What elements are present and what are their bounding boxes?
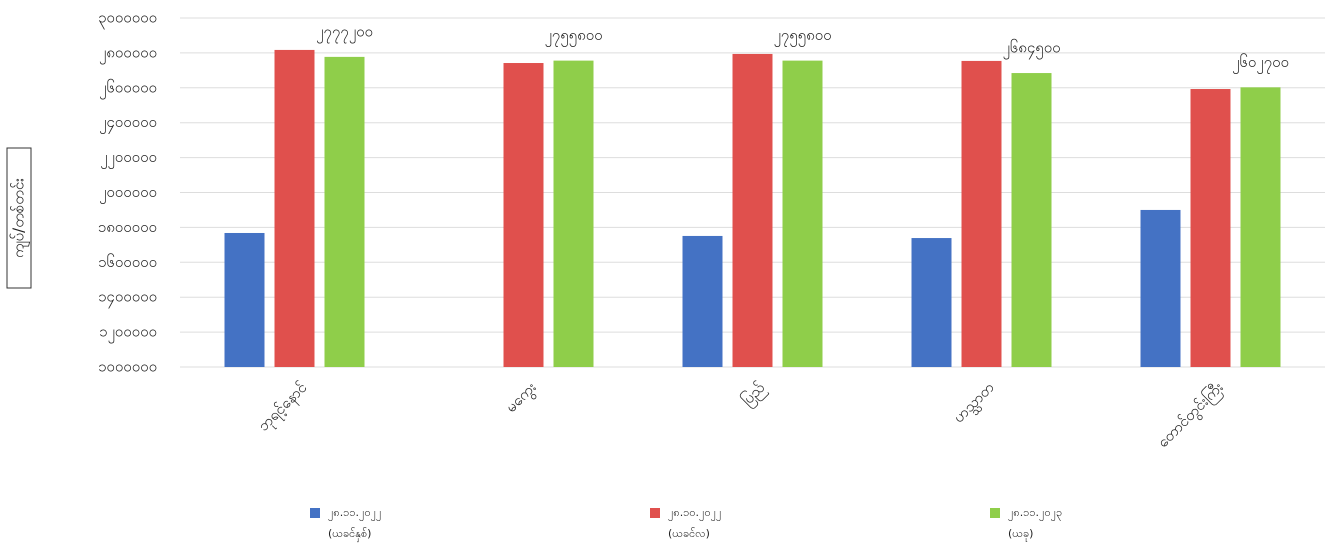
- legend-label: ၂၈.၁၁.၂၀၂၃: [1008, 506, 1062, 521]
- bar: [961, 60, 1002, 367]
- data-label: ၂၆၈၄၅၀၀: [1002, 39, 1060, 60]
- bar: [1011, 73, 1052, 367]
- x-tick-label: တောင်တွင်းကြီး: [1153, 377, 1229, 453]
- bar: [782, 60, 823, 367]
- legend-swatch: [990, 508, 1000, 518]
- data-label: ၂၇၅၅၈၀၀: [544, 26, 602, 47]
- x-tick-label: ပြည်: [737, 378, 771, 412]
- bar: [1190, 89, 1231, 368]
- bar: [1140, 209, 1181, 367]
- legend-swatch: [650, 508, 660, 518]
- data-label: ၂၇၅၅၈၀၀: [773, 26, 831, 47]
- y-tick-label: ၃၀၀၀၀၀၀: [98, 9, 157, 30]
- y-axis-label: ကျပ်/တစ်တင်း: [10, 178, 31, 258]
- bar: [911, 238, 952, 367]
- bar: [274, 49, 315, 367]
- legend-period: (ယခင်နှစ်): [328, 527, 371, 542]
- bar: [732, 53, 773, 368]
- legend-period: (ယခု): [1008, 527, 1033, 542]
- bar: [682, 235, 723, 367]
- y-tick-label: ၂၂၀၀၀၀၀: [100, 148, 157, 169]
- y-tick-label: ၁၆၀၀၀၀၀: [98, 253, 157, 271]
- x-tick-label: ဘုရင့်နောင်: [254, 378, 313, 437]
- y-tick-label: ၂၈၀၀၀၀၀: [99, 43, 157, 64]
- y-label-box: [6, 147, 32, 289]
- y-tick-label: ၁၂၀၀၀၀၀: [99, 323, 157, 344]
- legend-label: ၂၈.၁၀.၂၀၂၂: [668, 506, 721, 521]
- y-tick-label: ၁၄၀၀၀၀၀: [98, 288, 157, 309]
- x-tick-label: ဟသ္သာတ: [949, 378, 999, 428]
- y-tick-label: ၁၀၀၀၀၀၀: [98, 358, 157, 376]
- x-tick-label: မကွေး: [502, 378, 542, 418]
- bar: [1240, 87, 1281, 367]
- bar: [553, 60, 594, 367]
- legend-swatch: [310, 508, 320, 518]
- bar: [224, 232, 265, 367]
- legend-label: ၂၈.၁၁.၂၀၂၂: [328, 506, 381, 521]
- y-tick-label: ၂၄၀၀၀၀၀: [99, 113, 157, 134]
- y-tick-label: ၂၀၀၀၀၀၀: [99, 183, 157, 204]
- bar: [324, 56, 365, 367]
- data-label: ၂၇၇၇၂၀၀: [316, 22, 373, 43]
- data-label: ၂၆၀၂၇၀၀: [1232, 53, 1289, 74]
- bar: [503, 63, 544, 368]
- y-tick-label: ၂၆၀၀၀၀၀: [99, 78, 157, 99]
- legend-period: (ယခင်လ): [668, 527, 710, 540]
- y-tick-label: ၁၈၀၀၀၀၀: [98, 218, 157, 236]
